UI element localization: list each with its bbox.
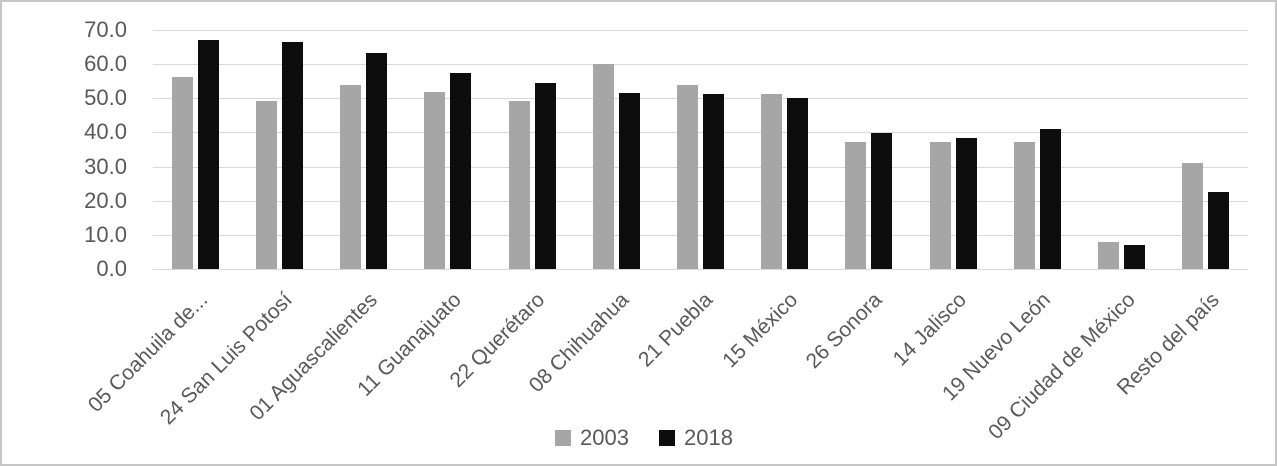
bar-2003 [508, 101, 530, 269]
bar-2018 [955, 138, 977, 269]
legend-item-2018: 2018 [659, 425, 733, 451]
bar-group [153, 30, 237, 269]
gridline [153, 98, 1248, 99]
bar-group [321, 30, 405, 269]
bar-group [406, 30, 490, 269]
y-axis-tick-label: 0.0 [96, 256, 127, 281]
bar-2003 [1098, 242, 1120, 269]
legend-label-2018: 2018 [684, 425, 733, 450]
bar-2018 [703, 94, 725, 269]
x-axis-category-label: 26 Sonora [801, 288, 887, 374]
y-axis-tick-label: 40.0 [84, 119, 127, 144]
bar-2003 [424, 92, 446, 269]
bar-2018 [871, 133, 893, 269]
bar-group [743, 30, 827, 269]
bar-2018 [197, 40, 219, 269]
bar-2003 [677, 85, 699, 269]
legend-label-2003: 2003 [580, 425, 629, 450]
bar-2018 [618, 93, 640, 269]
bar-group [995, 30, 1079, 269]
bar-2018 [366, 53, 388, 269]
x-axis-category-label: 15 México [718, 288, 803, 373]
legend-swatch-2003 [555, 430, 572, 446]
gridline [153, 167, 1248, 168]
gridline [153, 132, 1248, 133]
x-axis-category-label: 14 Jalisco [888, 288, 971, 371]
bar-2003 [340, 85, 362, 269]
bar-2003 [171, 77, 193, 269]
x-axis-category-label: 21 Puebla [634, 288, 718, 372]
y-axis-tick-label: 50.0 [84, 85, 127, 110]
bar-2018 [281, 42, 303, 269]
bar-group [237, 30, 321, 269]
bar-2018 [450, 73, 472, 269]
y-axis-tick-label: 10.0 [84, 222, 127, 247]
bar-2003 [1182, 163, 1204, 269]
bar-2003 [1013, 142, 1035, 269]
gridline [153, 30, 1248, 31]
bar-2003 [845, 142, 867, 269]
bar-group [1080, 30, 1164, 269]
y-axis-tick-label: 20.0 [84, 188, 127, 213]
bar-group [1164, 30, 1248, 269]
bar-group [490, 30, 574, 269]
bar-2018 [534, 83, 556, 269]
y-axis-tick-label: 60.0 [84, 51, 127, 76]
x-axis-category-label: 09 Ciudad de México [983, 288, 1140, 445]
legend-item-2003: 2003 [555, 425, 629, 451]
gridline [153, 269, 1248, 270]
bar-group [827, 30, 911, 269]
bar-2018 [1039, 129, 1061, 269]
bar-2003 [255, 101, 277, 269]
legend-swatch-2018 [659, 430, 675, 446]
y-axis-tick-label: 70.0 [84, 17, 127, 42]
bar-2003 [592, 64, 614, 269]
bar-2003 [929, 142, 951, 269]
bar-2003 [761, 94, 783, 269]
bar-2018 [1208, 192, 1230, 269]
legend: 2003 2018 [155, 425, 1133, 451]
gridline [153, 201, 1248, 202]
bar-group [911, 30, 995, 269]
bar-2018 [787, 98, 809, 269]
bar-group [658, 30, 742, 269]
gridline [153, 235, 1248, 236]
bars-region [153, 30, 1248, 269]
bar-group [574, 30, 658, 269]
gridline [153, 64, 1248, 65]
y-axis-tick-label: 30.0 [84, 154, 127, 179]
bar-2018 [1124, 245, 1146, 269]
